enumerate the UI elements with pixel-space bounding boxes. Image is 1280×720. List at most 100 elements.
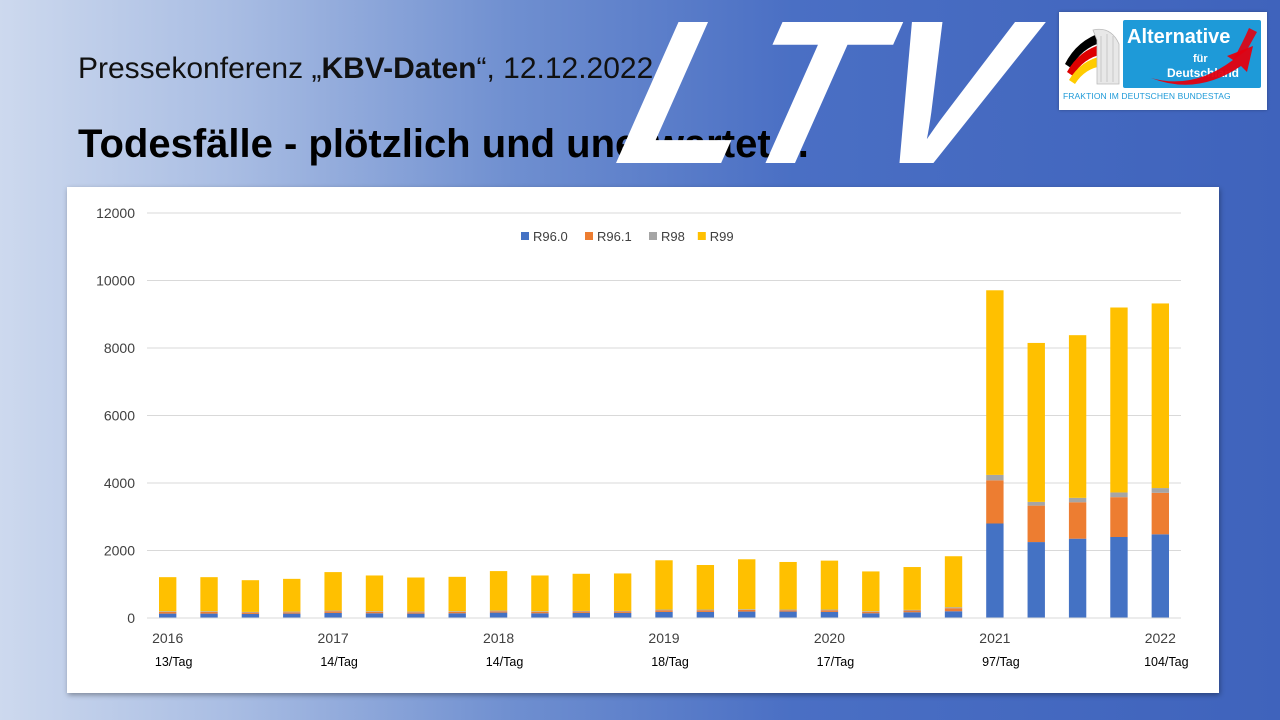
bar-R98-3 (283, 611, 301, 613)
bar-R96_0-3 (283, 613, 301, 618)
bar-R96_0-15 (779, 611, 797, 618)
bar-R96_1-24 (1151, 492, 1170, 535)
per-day-annotation: 14/Tag (486, 655, 524, 669)
bar-R96_0-1 (200, 613, 218, 618)
bar-R96_1-15 (779, 610, 797, 612)
bar-R99-11 (613, 573, 632, 611)
bar-R96_1-17 (862, 611, 880, 614)
bar-R99-12 (655, 560, 673, 610)
bar-R96_1-10 (572, 611, 590, 613)
bar-R96_1-1 (200, 611, 218, 614)
bar-R96_0-14 (738, 611, 756, 618)
y-tick-label: 12000 (96, 205, 135, 221)
bar-R96_0-4 (324, 612, 342, 618)
subtitle-bold: KBV-Daten (321, 52, 477, 85)
per-day-annotation: 13/Tag (155, 655, 193, 669)
bar-R98-5 (365, 611, 384, 612)
bar-R98-0 (158, 611, 177, 612)
red-arrow-icon (1151, 28, 1257, 85)
bar-R96_0-11 (613, 612, 632, 618)
y-tick-label: 2000 (104, 543, 135, 559)
bar-R99-9 (531, 575, 549, 612)
legend-label-R98: R98 (661, 229, 685, 244)
y-tick-label: 8000 (104, 340, 135, 356)
bar-R96_0-24 (1151, 534, 1170, 618)
bar-R98-16 (820, 609, 839, 611)
bar-R96_0-9 (531, 613, 549, 618)
bar-R98-15 (779, 609, 797, 611)
bar-R99-20 (986, 290, 1004, 475)
bar-R98-13 (696, 609, 715, 611)
legend-swatch-R96_0 (521, 232, 529, 240)
bar-R98-9 (531, 611, 549, 612)
bar-R99-23 (1110, 307, 1128, 493)
bar-R99-0 (158, 577, 177, 612)
bar-R96_0-8 (489, 612, 508, 618)
bar-R99-7 (448, 576, 466, 612)
legend-swatch-R96_1 (585, 232, 593, 240)
x-tick-label: 2021 (979, 630, 1010, 646)
bar-R98-24 (1151, 488, 1170, 493)
bar-R96_0-5 (365, 613, 384, 618)
ltv-watermark: LTV (601, 0, 1049, 207)
bar-R99-21 (1027, 342, 1045, 502)
chart-panel: 0 2000 4000 6000 8000 10000 12000 2016 2017 2018 2… (67, 187, 1219, 693)
x-tick-label: 2017 (318, 630, 349, 646)
bar-R96_1-3 (283, 612, 301, 614)
bar-R96_1-22 (1068, 502, 1087, 539)
bar-R98-4 (324, 610, 342, 612)
bar-R99-16 (820, 560, 839, 610)
bar-R96_0-22 (1068, 538, 1087, 618)
bar-R99-22 (1068, 335, 1087, 498)
x-tick-label: 2019 (648, 630, 679, 646)
bar-R96_0-16 (820, 611, 839, 618)
bar-R99-3 (283, 578, 301, 612)
bar-R99-5 (365, 575, 384, 612)
bar-R99-10 (572, 573, 590, 611)
bar-R96_0-21 (1027, 542, 1045, 618)
bar-R96_1-7 (448, 611, 466, 614)
legend-label-R96_0: R96.0 (533, 229, 568, 244)
bar-R96_1-11 (613, 611, 632, 613)
bar-R96_1-6 (407, 612, 425, 614)
bar-R96_1-16 (820, 610, 839, 612)
legend-swatch-R98 (649, 232, 657, 240)
per-day-annotation: 14/Tag (320, 655, 358, 669)
logo-fuer: für (1193, 53, 1208, 65)
y-tick-label: 6000 (104, 408, 135, 424)
bar-R96_0-12 (655, 611, 673, 618)
legend-swatch-R99 (697, 232, 706, 240)
subtitle-prefix: Pressekonferenz „ (78, 52, 322, 85)
per-day-annotation: 104/Tag (1144, 655, 1189, 669)
per-day-annotation: 18/Tag (651, 655, 689, 669)
bar-R96_1-19 (944, 608, 963, 612)
bar-R99-6 (407, 577, 425, 612)
bar-R96_0-6 (407, 613, 425, 618)
bar-R96_0-2 (241, 613, 260, 618)
y-tick-label: 10000 (96, 273, 135, 289)
x-tick-label: 2016 (152, 630, 183, 646)
bar-R99-2 (241, 580, 260, 612)
bar-R96_0-13 (696, 611, 715, 618)
bar-R99-19 (944, 556, 963, 608)
bar-R96_1-23 (1110, 497, 1128, 537)
bar-R96_0-20 (986, 523, 1004, 618)
bar-R98-21 (1027, 501, 1045, 506)
bar-R96_1-0 (158, 611, 177, 614)
bar-R96_0-7 (448, 613, 466, 618)
bar-R98-20 (986, 474, 1004, 481)
bar-R96_0-10 (572, 612, 590, 618)
per-day-annotation: 17/Tag (817, 655, 855, 669)
bar-R96_1-2 (241, 612, 260, 614)
bar-R98-23 (1110, 492, 1128, 498)
bar-R96_1-14 (738, 609, 756, 612)
y-tick-label: 4000 (104, 475, 135, 491)
bar-R96_1-5 (365, 611, 384, 614)
bar-R98-18 (903, 609, 921, 611)
logo-fraktion-text: FRAKTION IM DEUTSCHEN BUNDESTAG (1063, 91, 1231, 101)
bar-R98-12 (655, 609, 673, 611)
x-tick-label: 2018 (483, 630, 514, 646)
bar-R98-22 (1068, 497, 1087, 503)
bar-R98-10 (572, 610, 590, 612)
x-tick-label: 2022 (1145, 630, 1176, 646)
